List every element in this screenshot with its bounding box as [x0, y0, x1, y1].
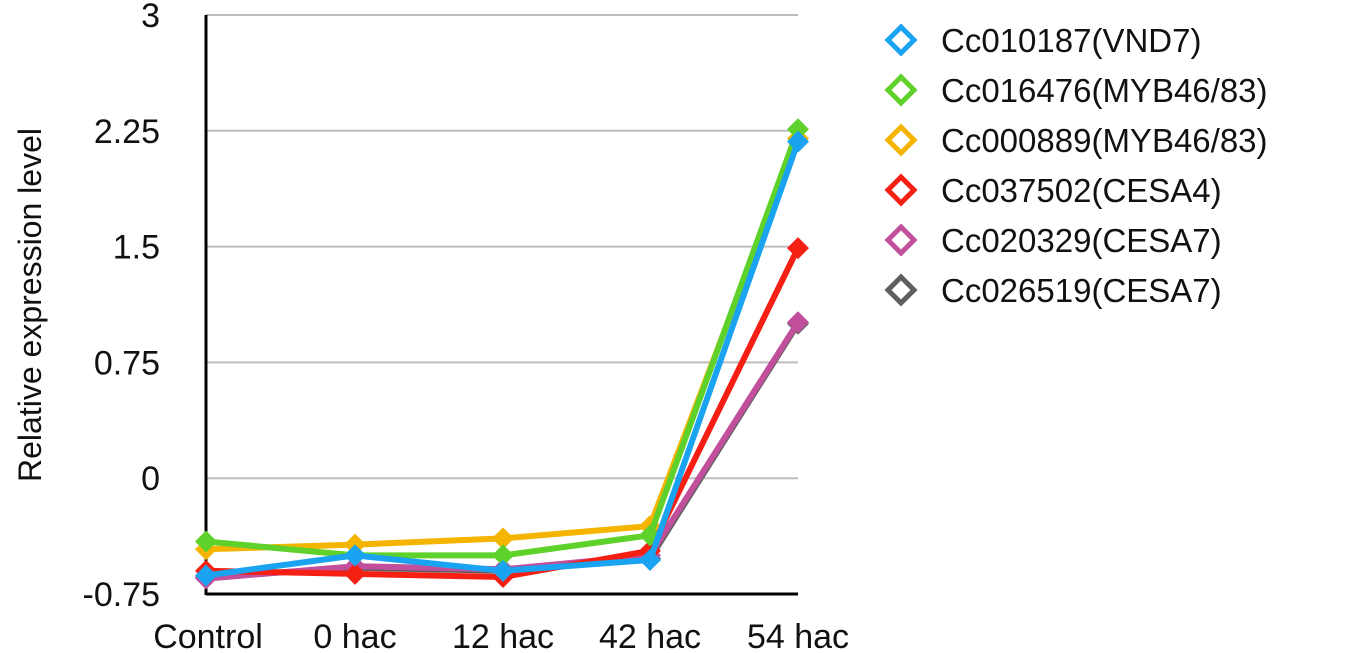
legend-label: Cc010187(VND7)	[941, 22, 1201, 59]
legend-marker	[884, 73, 918, 107]
y-tick-labels: -0.75 0 0.75 1.5 2.25 3	[83, 0, 161, 614]
x-tick-label: 42 hac	[599, 618, 701, 653]
legend-marker	[884, 273, 918, 307]
data-point	[639, 549, 661, 572]
y-tick-label: 0.75	[94, 344, 160, 382]
y-tick-label: 2.25	[94, 113, 160, 151]
data-point	[195, 564, 217, 587]
y-tick-label: 3	[141, 0, 160, 35]
legend: Cc010187(VND7) Cc016476(MYB46/83) Cc000889…	[884, 22, 1268, 309]
data-point	[344, 544, 366, 567]
legend-item: Cc020329(CESA7)	[884, 222, 1222, 259]
series-path	[203, 245, 801, 580]
legend-label: Cc037502(CESA4)	[941, 172, 1222, 209]
legend-item: Cc016476(MYB46/83)	[884, 72, 1268, 109]
data-point	[787, 130, 809, 153]
legend-marker	[884, 23, 918, 57]
data-point	[787, 237, 809, 260]
x-tick-label: 12 hac	[452, 618, 554, 653]
data-point	[344, 562, 366, 585]
x-tick-label: 0 hac	[313, 618, 396, 653]
series-path	[203, 138, 801, 579]
y-tick-label: 0	[141, 460, 160, 498]
data-point	[492, 527, 514, 550]
legend-item: Cc010187(VND7)	[884, 22, 1201, 59]
series-path	[203, 135, 801, 553]
data-point	[787, 311, 809, 334]
y-axis-title: Relative expression level	[12, 128, 48, 482]
series-line	[195, 130, 809, 587]
legend-marker	[884, 223, 918, 257]
x-tick-labels: Control 0 hac 12 hac 42 hac 54 hac	[153, 618, 849, 653]
series-path	[203, 126, 801, 559]
legend-item: Cc026519(CESA7)	[884, 272, 1222, 309]
series-group	[195, 118, 809, 590]
y-tick-label: -0.75	[83, 576, 161, 614]
legend-item: Cc000889(MYB46/83)	[884, 122, 1268, 159]
x-tick-label: 54 hac	[747, 618, 849, 653]
series-line	[195, 118, 809, 567]
data-point	[195, 530, 217, 553]
legend-label: Cc000889(MYB46/83)	[941, 122, 1268, 159]
legend-label: Cc016476(MYB46/83)	[941, 72, 1268, 109]
data-point	[492, 559, 514, 582]
data-point	[492, 544, 514, 567]
data-point	[787, 118, 809, 141]
legend-label: Cc020329(CESA7)	[941, 222, 1222, 259]
legend-label: Cc026519(CESA7)	[941, 272, 1222, 309]
x-tick-label: Control	[153, 618, 263, 653]
legend-item: Cc037502(CESA4)	[884, 172, 1222, 209]
legend-marker	[884, 173, 918, 207]
legend-marker	[884, 123, 918, 157]
gridlines	[206, 14, 798, 596]
y-tick-label: 1.5	[113, 229, 160, 267]
